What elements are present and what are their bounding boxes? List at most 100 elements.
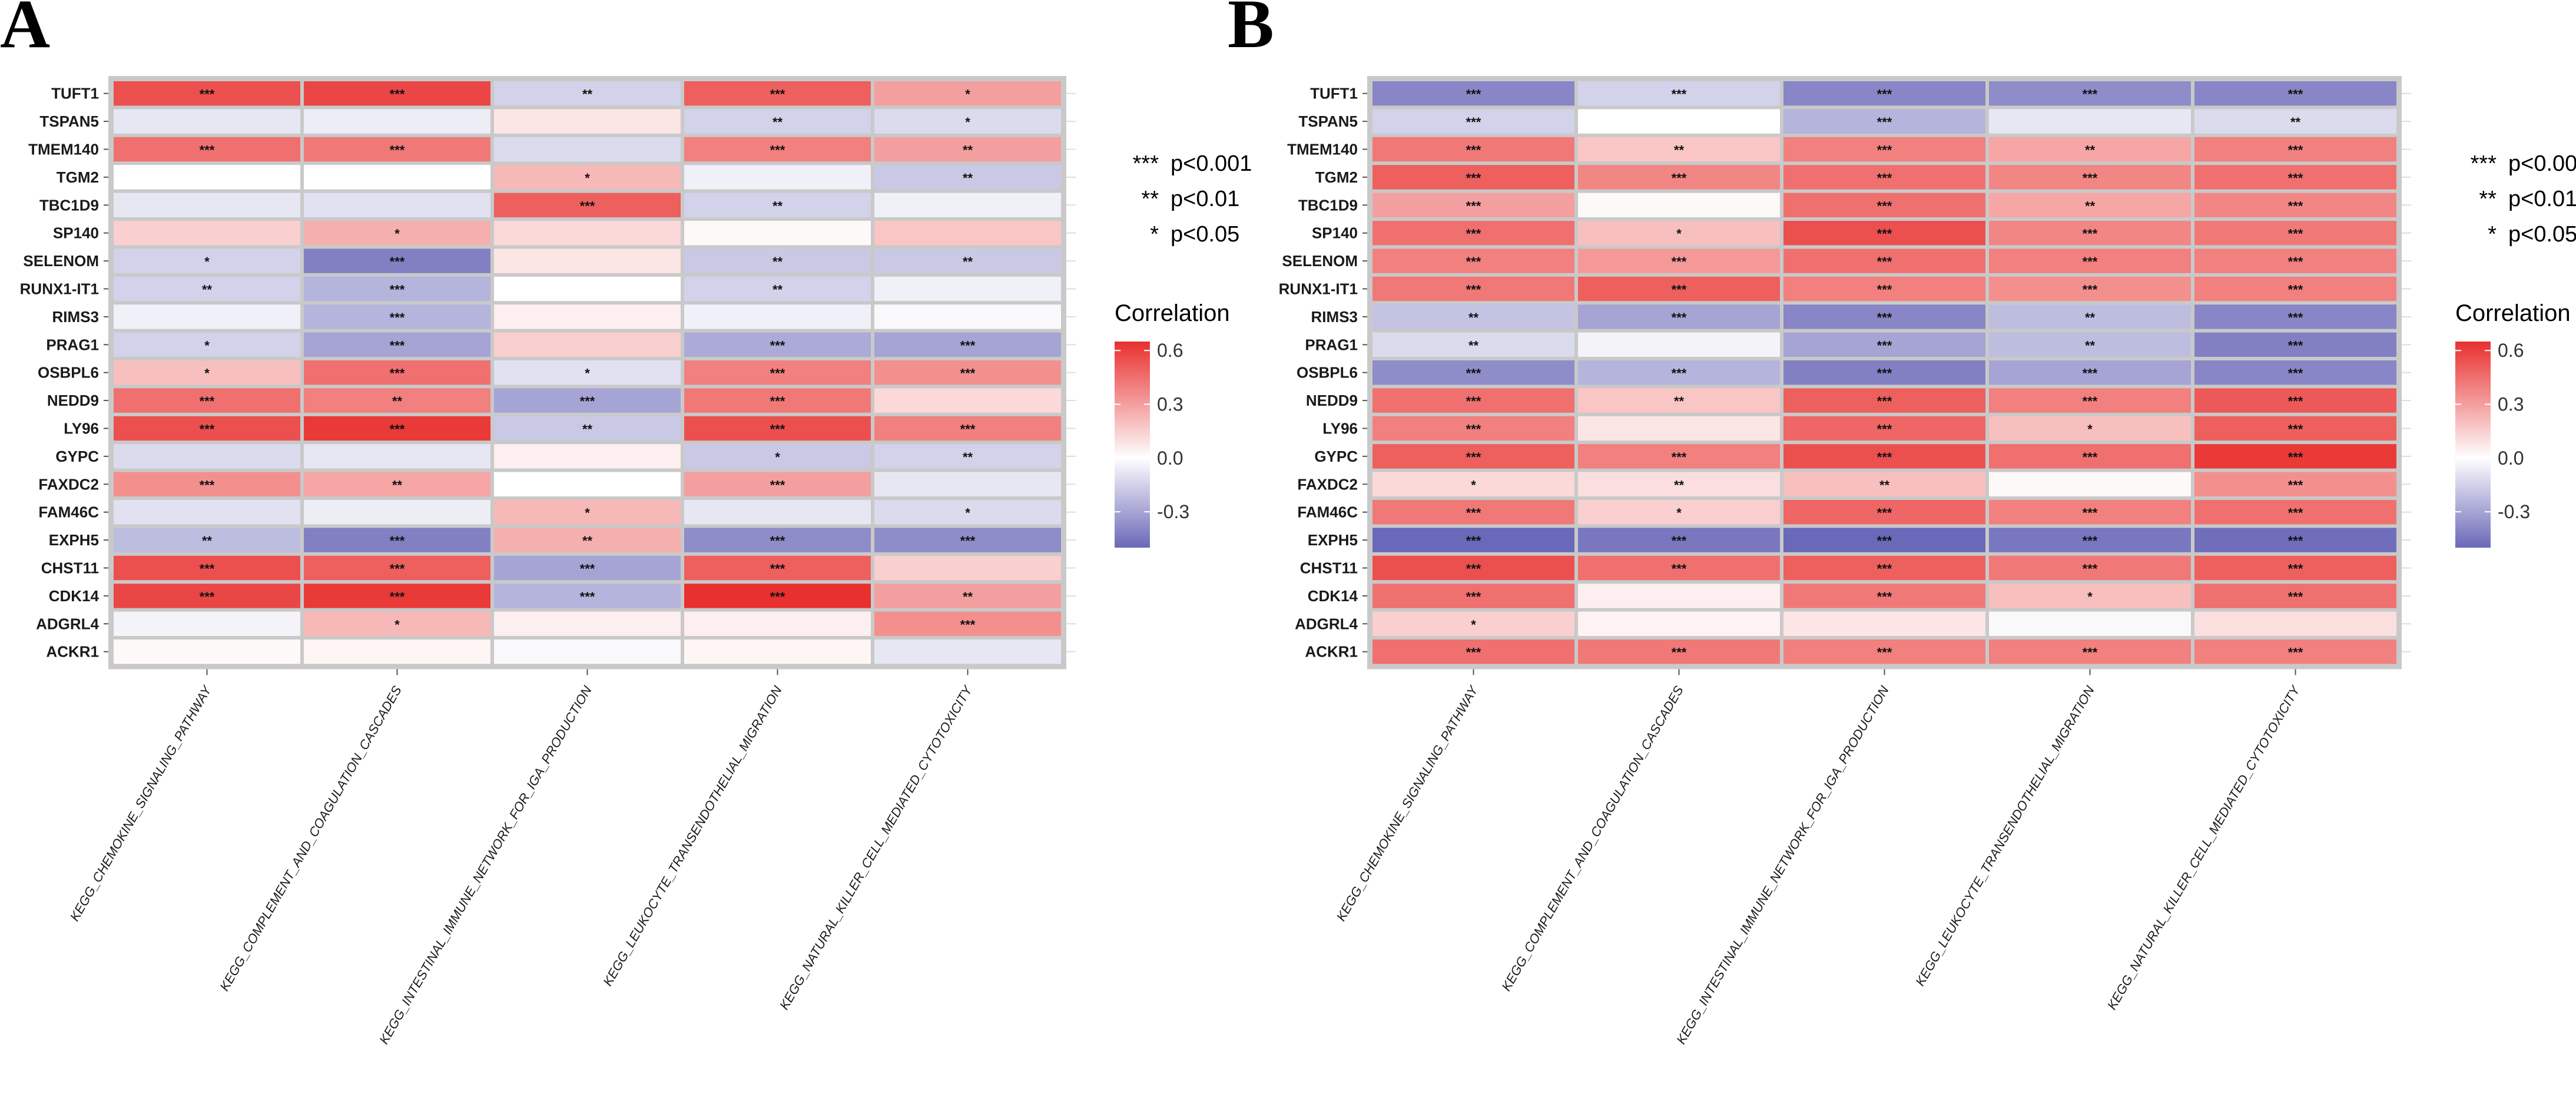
significance-mark: ** [2290, 115, 2301, 130]
significance-mark: *** [1466, 506, 1481, 521]
heatmap-cell [2194, 109, 2396, 134]
significance-mark: *** [770, 478, 785, 492]
significance-mark: *** [1672, 562, 1687, 576]
row-label: FAXDC2 [1297, 475, 1358, 493]
significance-mark: ** [773, 254, 783, 269]
heatmap-cell [684, 276, 871, 301]
significance-mark: *** [960, 617, 976, 632]
row-label: RUNX1-IT1 [20, 280, 99, 298]
heatmap-cell [494, 388, 681, 413]
heatmap-cell [304, 472, 490, 496]
heatmap-cell [304, 193, 490, 217]
heatmap-cell [874, 611, 1061, 636]
row-label: LY96 [1322, 420, 1358, 438]
heatmap-cell [1783, 332, 1985, 357]
row-label: TMEM140 [28, 141, 99, 158]
column-label: KEGG_NATURAL_KILLER_CELL_MEDIATED_CYTOTO… [2104, 682, 2303, 1012]
significance-mark: *** [200, 422, 215, 437]
heatmap-cell [1989, 640, 2191, 664]
significance-mark: *** [2083, 366, 2098, 381]
heatmap-cell [1989, 584, 2191, 608]
significance-mark: *** [1877, 198, 1892, 213]
heatmap-cell [304, 81, 490, 106]
heatmap-cell [494, 360, 681, 385]
colorbar-tick-label: 0.6 [1157, 340, 1183, 361]
row-label: ADGRL4 [36, 615, 99, 632]
legend-pvalue: p<0.05 [2508, 222, 2576, 247]
colorbar-gradient [1115, 342, 1150, 548]
heatmap-cell [1783, 444, 1985, 469]
colorbar-tick-label: 0.3 [1157, 394, 1183, 415]
heatmap-cell [1989, 109, 2191, 134]
heatmap-cell [1372, 472, 1574, 496]
heatmap-cell [2194, 555, 2396, 581]
heatmap-cell [114, 360, 300, 385]
significance-mark: * [2087, 589, 2093, 604]
significance-mark: ** [963, 254, 973, 269]
heatmap-cell [874, 388, 1061, 413]
significance-mark: *** [1877, 115, 1892, 130]
significance-mark: *** [200, 87, 215, 102]
panel-letter-a: A [0, 0, 50, 62]
significance-mark: *** [2288, 87, 2303, 102]
significance-mark: *** [1466, 645, 1481, 660]
row-label: PRAG1 [1305, 336, 1358, 353]
heatmap-cell [874, 81, 1061, 106]
column-label: KEGG_LEUKOCYTE_TRANSENDOTHELIAL_MIGRATIO… [1912, 683, 2097, 988]
heatmap-cell [1372, 584, 1574, 608]
row-label: SP140 [1312, 224, 1358, 242]
heatmap-cell [2194, 193, 2396, 217]
heatmap-cell [114, 444, 300, 469]
significance-mark: *** [2083, 87, 2098, 102]
significance-mark: ** [963, 450, 973, 465]
heatmap-cell [304, 611, 490, 636]
heatmap-cell [1783, 584, 1985, 608]
significance-mark: *** [580, 198, 595, 213]
significance-mark: *** [770, 562, 785, 576]
significance-mark: ** [202, 534, 213, 548]
colorbar-tick-label: -0.3 [2498, 501, 2530, 522]
column-labels: KEGG_CHEMOKINE_SIGNALING_PATHWAY KEGG_COM… [1334, 669, 2303, 1046]
significance-mark: *** [390, 366, 405, 381]
heatmap-cell [1578, 388, 1780, 413]
heatmap-cell [2194, 444, 2396, 469]
row-label: FAM46C [38, 503, 99, 521]
heatmap-cell [114, 500, 300, 525]
significance-mark: *** [770, 366, 785, 381]
significance-mark: *** [2288, 283, 2303, 297]
significance-mark: ** [773, 198, 783, 213]
significance-mark: *** [770, 422, 785, 437]
significance-legend: *** p<0.001 ** p<0.01 * p<0.05 [1133, 151, 1252, 247]
significance-mark: *** [1672, 254, 1687, 269]
heatmap-cell [304, 221, 490, 246]
heatmap-cell [304, 360, 490, 385]
heatmap-cell [1372, 221, 1574, 246]
heatmap-cell [684, 640, 871, 664]
significance-mark: * [2087, 422, 2093, 437]
heatmap-cell [1783, 360, 1985, 385]
heatmap-cell [1989, 165, 2191, 190]
heatmap-cell [1783, 165, 1985, 190]
significance-mark: *** [2288, 506, 2303, 521]
significance-mark: *** [2288, 198, 2303, 213]
heatmap-cell [494, 193, 681, 217]
significance-mark: *** [770, 534, 785, 548]
column-labels: KEGG_CHEMOKINE_SIGNALING_PATHWAY KEGG_COM… [67, 669, 975, 1046]
heatmap-cell [684, 193, 871, 217]
significance-mark: *** [1466, 283, 1481, 297]
significance-mark: *** [1877, 143, 1892, 158]
heatmap-cell [1372, 416, 1574, 441]
row-label: CDK14 [1308, 587, 1358, 605]
heatmap-cell [494, 109, 681, 134]
legend-stars: *** [1133, 151, 1159, 176]
legend-stars: *** [2471, 151, 2497, 176]
heatmap-cell [1578, 221, 1780, 246]
heatmap-cell [1578, 276, 1780, 301]
colorbar-tick-label: 0.3 [2498, 394, 2524, 415]
heatmap-cell [1783, 81, 1985, 106]
significance-mark: *** [390, 562, 405, 576]
heatmap-cell [684, 472, 871, 496]
significance-mark: *** [1672, 450, 1687, 465]
heatmap-cell [1578, 611, 1780, 636]
heatmap-cell [874, 221, 1061, 246]
